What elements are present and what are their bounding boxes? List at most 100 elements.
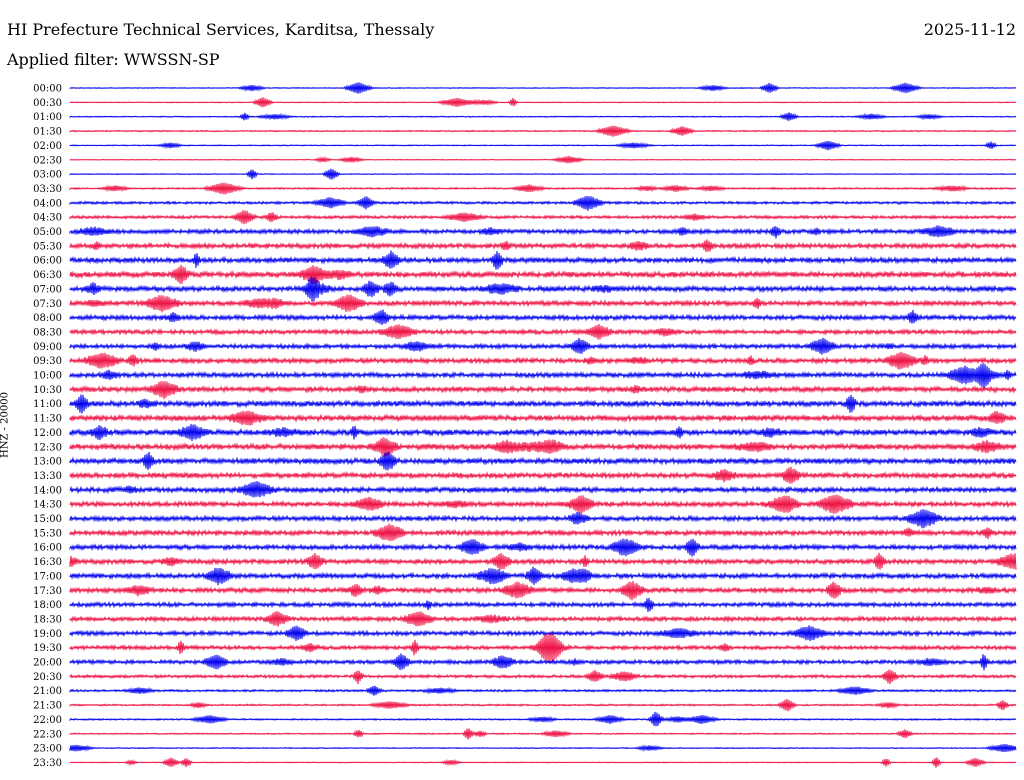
time-label: 02:30	[33, 155, 62, 166]
time-label: 21:30	[33, 701, 62, 712]
time-label: 04:30	[33, 213, 62, 224]
time-label: 04:00	[33, 198, 62, 209]
time-label: 15:30	[33, 528, 62, 539]
seismic-trace	[69, 757, 1017, 768]
seismic-trace	[69, 324, 1017, 340]
time-label: 03:30	[33, 184, 62, 195]
filter-value: WWSSN-SP	[123, 50, 220, 69]
seismic-trace	[69, 82, 1017, 94]
time-label: 10:30	[33, 385, 62, 396]
seismic-trace	[69, 250, 1017, 270]
seismic-trace	[69, 294, 1017, 313]
seismic-trace	[69, 451, 1017, 471]
time-label: 09:00	[33, 342, 62, 353]
time-label: 13:30	[33, 471, 62, 482]
time-label: 05:30	[33, 241, 62, 252]
time-label: 01:00	[33, 112, 62, 123]
time-label: 22:00	[33, 715, 62, 726]
time-label: 13:00	[33, 457, 62, 468]
time-label: 09:30	[33, 356, 62, 367]
time-label: 21:00	[33, 686, 62, 697]
time-label: 11:00	[33, 399, 62, 410]
time-label: 14:30	[33, 500, 62, 511]
time-label: 06:30	[33, 270, 62, 281]
seismic-trace	[69, 225, 1017, 239]
seismic-trace	[69, 381, 1017, 400]
seismic-trace	[69, 580, 1017, 601]
time-label: 10:00	[33, 371, 62, 382]
time-label: 18:00	[33, 600, 62, 611]
time-label: 19:30	[33, 643, 62, 654]
seismic-trace	[69, 97, 1017, 108]
time-label: 15:00	[33, 514, 62, 525]
seismic-trace	[69, 685, 1017, 696]
seismic-trace	[69, 363, 1017, 389]
time-label: 23:00	[33, 744, 62, 755]
time-label: 07:30	[33, 299, 62, 310]
time-label: 11:30	[33, 414, 62, 425]
seismic-trace	[69, 423, 1017, 441]
seismic-trace	[69, 523, 1017, 542]
seismic-trace	[69, 155, 1017, 164]
seismic-trace	[69, 195, 1017, 211]
time-label: 03:00	[33, 170, 62, 181]
time-label: 16:00	[33, 543, 62, 554]
time-label: 22:30	[33, 729, 62, 740]
seismic-trace	[69, 698, 1017, 712]
time-label: 12:00	[33, 428, 62, 439]
time-label: 14:00	[33, 485, 62, 496]
date-label: 2025-11-12	[923, 20, 1016, 39]
seismic-trace	[69, 410, 1017, 426]
seismic-trace	[69, 182, 1017, 195]
seismic-trace	[69, 653, 1017, 671]
time-label: 00:00	[33, 84, 62, 95]
seismic-trace	[69, 610, 1017, 627]
time-label: 20:00	[33, 658, 62, 669]
seismic-trace	[69, 337, 1017, 355]
time-label: 18:30	[33, 614, 62, 625]
seismic-trace	[69, 351, 1017, 370]
seismic-trace	[69, 566, 1017, 586]
seismic-trace	[69, 168, 1017, 180]
time-label: 16:30	[33, 557, 62, 568]
seismic-trace	[69, 509, 1017, 529]
time-label: 20:30	[33, 672, 62, 683]
time-label: 05:00	[33, 227, 62, 238]
time-label: 17:00	[33, 571, 62, 582]
seismic-trace	[69, 711, 1017, 727]
page-title: HI Prefecture Technical Services, Kardit…	[7, 20, 435, 39]
time-label: 07:00	[33, 284, 62, 295]
seismic-trace	[69, 309, 1017, 325]
seismic-trace	[69, 480, 1017, 498]
seismic-trace	[69, 728, 1017, 740]
time-label: 17:30	[33, 586, 62, 597]
seismic-trace	[69, 437, 1017, 457]
seismic-trace	[69, 538, 1017, 557]
seismic-trace	[69, 625, 1017, 642]
seismic-trace	[69, 112, 1017, 121]
time-label: 12:30	[33, 442, 62, 453]
seismic-trace	[69, 633, 1017, 663]
seismic-trace	[69, 394, 1017, 414]
seismic-trace	[69, 552, 1017, 570]
filter-label: Applied filter: WWSSN-SP	[7, 50, 220, 69]
seismic-trace	[69, 494, 1017, 514]
time-label: 08:00	[33, 313, 62, 324]
time-label: 06:00	[33, 256, 62, 267]
time-label: 00:30	[33, 98, 62, 109]
time-label: 19:00	[33, 629, 62, 640]
time-label: 02:00	[33, 141, 62, 152]
seismic-trace	[69, 140, 1017, 151]
seismic-trace	[69, 125, 1017, 137]
seismic-trace	[69, 669, 1017, 685]
seismic-trace	[69, 239, 1017, 252]
time-label: 08:30	[33, 327, 62, 338]
filter-label-text: Applied filter:	[7, 50, 119, 69]
time-label: 01:30	[33, 127, 62, 138]
seismic-trace	[69, 276, 1017, 302]
seismic-trace	[69, 210, 1017, 225]
seismic-trace	[69, 743, 1017, 753]
time-label: 23:30	[33, 758, 62, 769]
seismic-trace	[69, 466, 1017, 484]
